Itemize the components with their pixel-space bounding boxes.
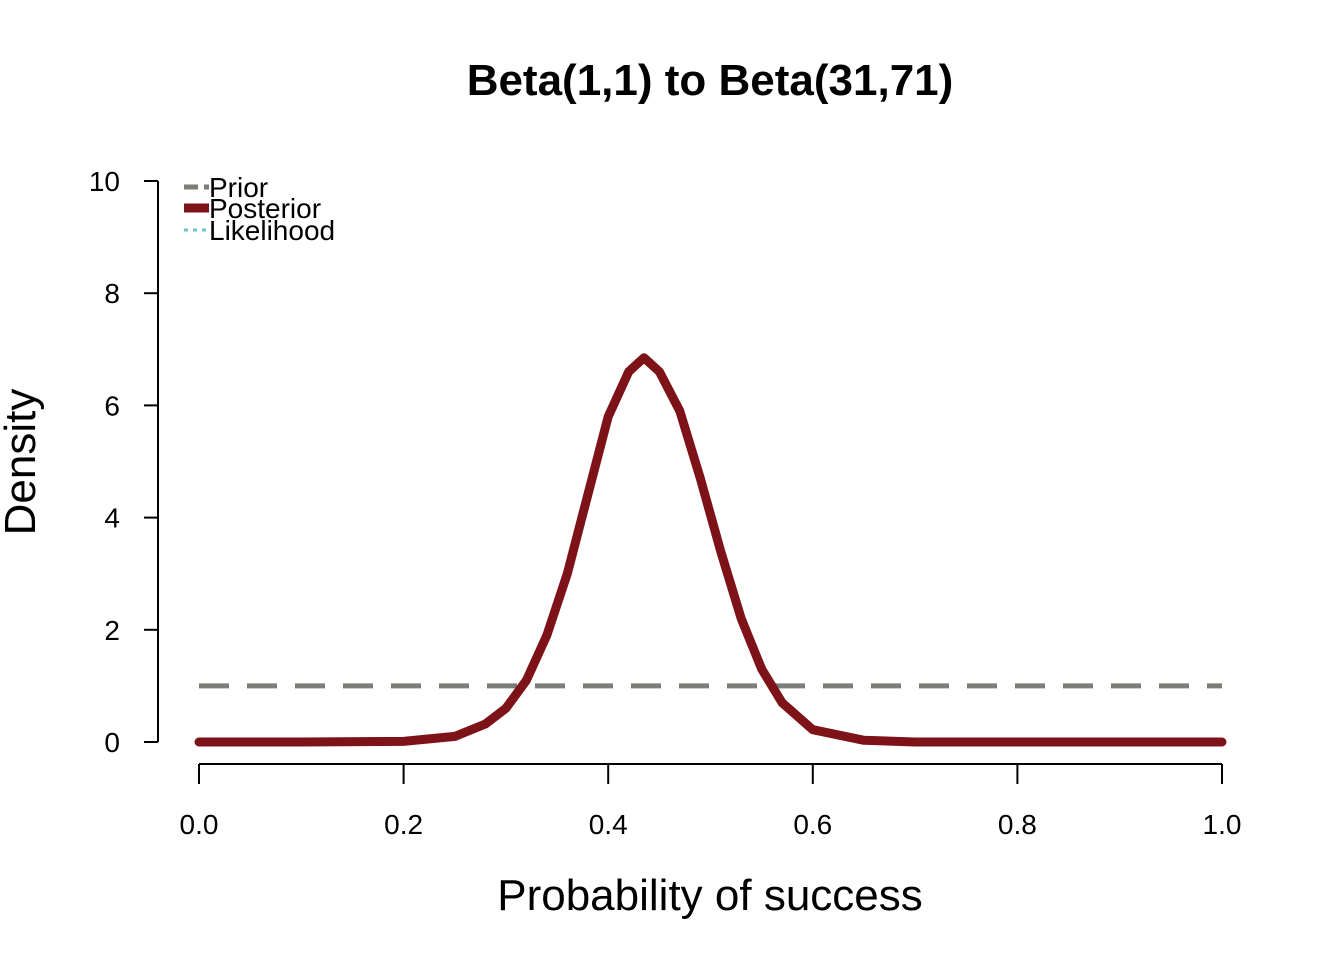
y-tick-label: 2 xyxy=(104,615,120,646)
x-axis-label: Probability of success xyxy=(497,871,923,920)
legend-label-posterior: Posterior xyxy=(209,193,321,224)
series-layer xyxy=(194,353,1227,747)
y-tick-label: 10 xyxy=(89,166,120,197)
legend-label-likelihood: Likelihood xyxy=(209,215,335,246)
x-tick-label: 0.8 xyxy=(998,809,1037,840)
x-tick-label: 0.2 xyxy=(384,809,423,840)
y-tick-label: 8 xyxy=(104,278,120,309)
chart-title: Beta(1,1) to Beta(31,71) xyxy=(467,56,954,105)
x-tick-label: 0.6 xyxy=(793,809,832,840)
x-axis: 0.0 0.2 0.4 0.6 0.8 1.0 xyxy=(180,763,1242,840)
y-axis-label: Density xyxy=(0,389,45,536)
x-tick-label: 0.4 xyxy=(589,809,628,840)
y-tick-label: 0 xyxy=(104,727,120,758)
y-tick-label: 6 xyxy=(104,390,120,421)
x-tick-label: 0.0 xyxy=(180,809,219,840)
y-axis: 0 2 4 6 8 10 xyxy=(89,166,159,758)
series-line-posterior xyxy=(194,353,1227,747)
x-tick-label: 1.0 xyxy=(1203,809,1242,840)
legend-label-prior: Prior xyxy=(209,172,268,203)
y-tick-label: 4 xyxy=(104,503,120,534)
